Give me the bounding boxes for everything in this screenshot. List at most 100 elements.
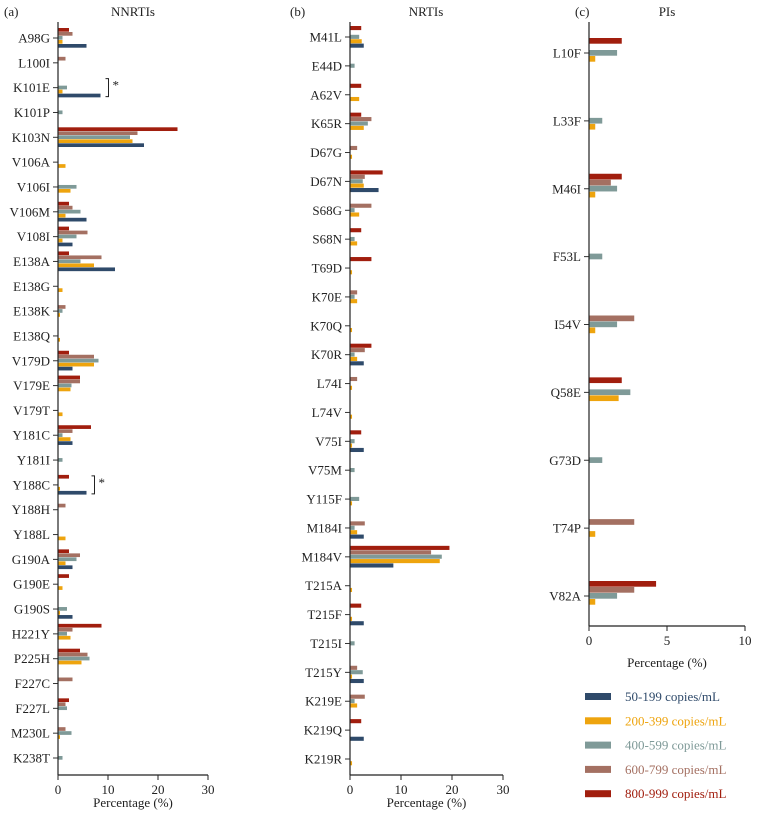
bar-K103N-series-4	[58, 127, 178, 132]
y-tick-label: M184V	[302, 549, 343, 564]
bar-V179D-series-2	[58, 358, 99, 363]
bar-M46I-series-2	[589, 185, 618, 192]
bar-G190S-series-0	[58, 615, 73, 619]
bar-K70R-series-2	[350, 352, 355, 357]
bar-H221Y-series-1	[58, 635, 71, 640]
y-tick-label: E138K	[13, 304, 50, 319]
y-tick-label: K70E	[312, 289, 342, 304]
bar-F227C-series-3	[58, 677, 73, 682]
bar-Y188C-series-0	[58, 490, 87, 495]
bar-E138A-series-4	[58, 251, 69, 256]
bar-L33F-series-1	[589, 123, 596, 130]
bar-K70R-series-3	[350, 348, 365, 353]
y-tick-label: K70Q	[310, 318, 342, 333]
bar-M184V-series-4	[350, 545, 450, 550]
bar-G190A-series-2	[58, 557, 77, 562]
bar-V75I-series-2	[350, 439, 355, 444]
bar-F227L-series-3	[58, 702, 66, 707]
bar-M184I-series-2	[350, 525, 355, 530]
bar-A98G-series-2	[58, 36, 63, 40]
y-tick-label: T215F	[307, 607, 342, 622]
bar-V82A-series-3	[589, 587, 635, 593]
bar-K219E-series-1	[350, 703, 358, 708]
x-tick-label: 10	[739, 633, 752, 648]
y-tick-label: T74P	[553, 521, 581, 536]
bar-T215Y-series-1	[350, 674, 353, 679]
bar-F227L-series-4	[58, 698, 69, 703]
panel-label: (c)	[575, 4, 589, 19]
bar-K70E-series-3	[350, 290, 358, 295]
y-tick-label: K238T	[13, 751, 50, 766]
bar-V75I-series-4	[350, 430, 362, 435]
bar-E138K-series-1	[58, 313, 60, 317]
bar-D67N-series-3	[350, 174, 365, 179]
y-tick-label: V106A	[12, 155, 51, 170]
bar-V179D-series-1	[58, 362, 94, 367]
bar-K219R-series-1	[350, 761, 353, 766]
bar-Y181C-series-2	[58, 433, 63, 437]
bar-P225H-series-2	[58, 656, 90, 661]
y-tick-label: K101E	[13, 80, 50, 95]
y-tick-label: M41L	[310, 30, 343, 45]
bar-G190A-series-1	[58, 561, 66, 566]
y-tick-label: F53L	[553, 249, 581, 264]
bar-L74V-series-1	[350, 414, 353, 419]
panel-title: NRTIs	[409, 4, 444, 19]
bar-V106M-series-4	[58, 201, 69, 206]
x-tick-label: 30	[497, 782, 510, 797]
y-tick-label: T215I	[310, 636, 342, 651]
legend-label: 200-399 copies/mL	[625, 713, 727, 728]
y-tick-label: K219R	[304, 752, 342, 767]
bar-V179T-series-1	[58, 412, 63, 417]
bar-V75M-series-2	[350, 468, 355, 473]
bar-V82A-series-2	[589, 593, 618, 599]
y-tick-label: E138Q	[13, 328, 50, 343]
bar-K219Q-series-0	[350, 736, 364, 741]
bar-G190E-series-4	[58, 574, 69, 578]
x-axis-label: Percentage (%)	[627, 655, 707, 670]
y-tick-label: A62V	[310, 87, 342, 102]
y-tick-label: L100I	[18, 55, 50, 70]
bar-E138A-series-2	[58, 259, 81, 264]
y-tick-label: P225H	[14, 651, 50, 666]
bar-A62V-series-4	[350, 83, 362, 88]
bar-L10F-series-4	[589, 38, 622, 44]
bar-V108I-series-4	[58, 226, 69, 231]
bar-K103N-series-3	[58, 131, 138, 136]
y-tick-label: H221Y	[12, 626, 51, 641]
bar-S68G-series-3	[350, 203, 372, 208]
bar-E138Q-series-1	[58, 337, 60, 342]
bar-Y188C-series-4	[58, 474, 69, 479]
legend-swatch	[585, 790, 611, 798]
legend-swatch	[585, 717, 611, 725]
bar-K103N-series-2	[58, 135, 130, 140]
bar-T215F-series-1	[350, 616, 353, 621]
y-tick-label: T215Y	[305, 665, 342, 680]
legend: 50-199 copies/mL 200-399 copies/mL 400-599…	[585, 689, 727, 801]
y-tick-label: Y181C	[12, 428, 50, 443]
y-tick-label: L33F	[553, 113, 581, 128]
bar-T215Y-series-2	[350, 670, 363, 675]
bar-D67N-series-1	[350, 183, 364, 188]
y-tick-label: Y188H	[12, 502, 50, 517]
bar-M184I-series-0	[350, 534, 364, 539]
bar-Q58E-series-1	[589, 395, 619, 402]
bar-K70R-series-0	[350, 361, 364, 366]
y-tick-label: V82A	[549, 589, 581, 604]
legend-label: 400-599 copies/mL	[625, 738, 727, 753]
bar-Y188H-series-3	[58, 503, 66, 508]
bar-V179E-series-3	[58, 379, 80, 384]
bar-K219E-series-3	[350, 694, 365, 699]
y-tick-label: K103N	[12, 130, 51, 145]
y-tick-label: V179D	[12, 353, 50, 368]
y-tick-label: K219E	[305, 694, 342, 709]
bar-Y115F-series-2	[350, 496, 360, 501]
y-tick-label: V75I	[315, 434, 342, 449]
x-tick-label: 20	[152, 782, 165, 797]
bar-Y181C-series-3	[58, 429, 73, 433]
bar-Y188L-series-1	[58, 536, 66, 541]
x-tick-label: 30	[202, 782, 215, 797]
bar-K65R-series-4	[350, 112, 362, 117]
y-tick-label: M184I	[307, 520, 342, 535]
bar-D67G-series-1	[350, 154, 353, 159]
